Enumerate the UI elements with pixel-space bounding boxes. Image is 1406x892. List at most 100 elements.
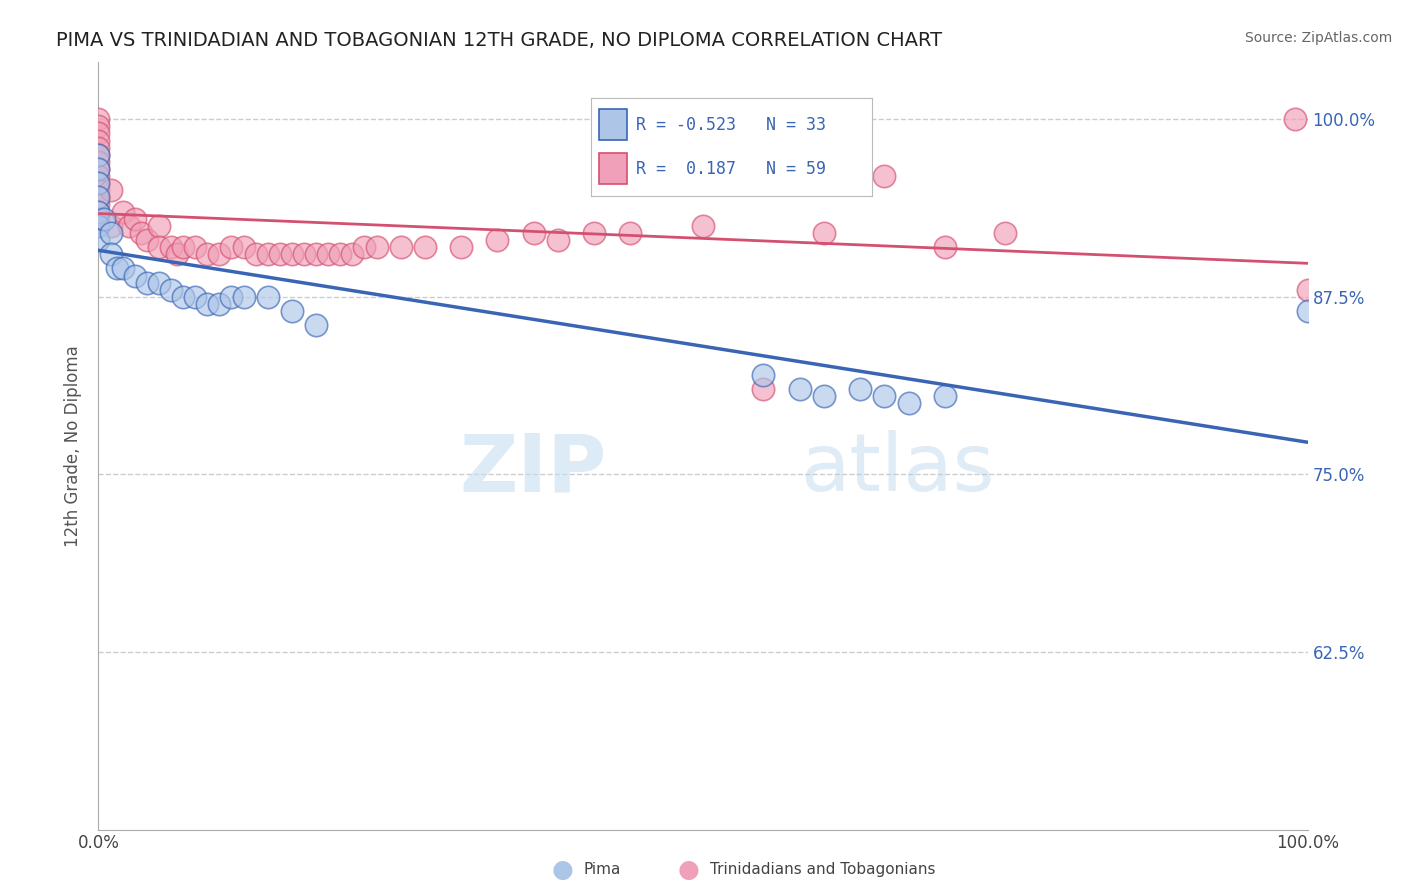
Point — [329, 247, 352, 261]
Point — [281, 304, 304, 318]
Point — [195, 247, 218, 261]
Point — [87, 161, 110, 176]
Point — [316, 247, 339, 261]
Point — [619, 226, 641, 240]
Point — [813, 389, 835, 403]
Point — [100, 183, 122, 197]
Point — [87, 148, 110, 162]
Point — [897, 396, 920, 410]
Point — [87, 148, 110, 162]
Point — [148, 240, 170, 254]
Point — [87, 161, 110, 176]
Point — [118, 219, 141, 233]
Point — [389, 240, 412, 254]
Point — [583, 226, 606, 240]
Point — [1296, 304, 1319, 318]
Point — [87, 183, 110, 197]
Point — [873, 389, 896, 403]
Point — [87, 197, 110, 211]
Point — [1296, 283, 1319, 297]
Point — [195, 297, 218, 311]
Point — [486, 233, 509, 247]
Point — [135, 276, 157, 290]
Point — [87, 127, 110, 141]
Point — [281, 247, 304, 261]
Point — [752, 382, 775, 396]
Bar — [599, 153, 627, 185]
Point — [87, 176, 110, 190]
Point — [87, 112, 110, 127]
Point — [87, 190, 110, 204]
Point — [353, 240, 375, 254]
Point — [111, 261, 134, 276]
Point — [87, 219, 110, 233]
Point — [87, 204, 110, 219]
Point — [305, 247, 328, 261]
Point — [450, 240, 472, 254]
Point — [87, 211, 110, 226]
Point — [87, 233, 110, 247]
Point — [135, 233, 157, 247]
Point — [849, 382, 872, 396]
Point — [305, 318, 328, 333]
Point — [692, 219, 714, 233]
Point — [129, 226, 152, 240]
Point — [148, 276, 170, 290]
Text: R = -0.523   N = 33: R = -0.523 N = 33 — [636, 116, 825, 134]
Point — [184, 240, 207, 254]
Point — [413, 240, 436, 254]
Point — [148, 219, 170, 233]
Point — [813, 226, 835, 240]
Point — [87, 154, 110, 169]
Point — [245, 247, 267, 261]
Point — [124, 211, 146, 226]
Text: atlas: atlas — [800, 430, 994, 508]
Point — [292, 247, 315, 261]
Point — [221, 290, 243, 304]
Point — [100, 219, 122, 233]
Point — [160, 240, 183, 254]
Text: ZIP: ZIP — [458, 430, 606, 508]
Text: ●: ● — [678, 858, 700, 881]
Text: Trinidadians and Tobagonians: Trinidadians and Tobagonians — [710, 863, 935, 877]
Point — [752, 368, 775, 382]
Point — [100, 247, 122, 261]
Point — [208, 297, 231, 311]
Point — [87, 169, 110, 183]
Point — [111, 204, 134, 219]
Point — [232, 240, 254, 254]
Point — [100, 226, 122, 240]
Point — [366, 240, 388, 254]
Point — [160, 283, 183, 297]
Y-axis label: 12th Grade, No Diploma: 12th Grade, No Diploma — [65, 345, 83, 547]
Point — [934, 240, 956, 254]
Point — [172, 290, 194, 304]
Point — [124, 268, 146, 283]
Point — [93, 211, 115, 226]
Point — [105, 261, 128, 276]
Point — [873, 169, 896, 183]
Point — [342, 247, 364, 261]
Point — [269, 247, 291, 261]
Text: R =  0.187   N = 59: R = 0.187 N = 59 — [636, 160, 825, 178]
Point — [221, 240, 243, 254]
Point — [232, 290, 254, 304]
Point — [934, 389, 956, 403]
Point — [87, 120, 110, 134]
Point — [1284, 112, 1306, 127]
Point — [994, 226, 1017, 240]
Point — [87, 176, 110, 190]
Point — [184, 290, 207, 304]
Point — [256, 290, 278, 304]
Point — [256, 247, 278, 261]
Text: PIMA VS TRINIDADIAN AND TOBAGONIAN 12TH GRADE, NO DIPLOMA CORRELATION CHART: PIMA VS TRINIDADIAN AND TOBAGONIAN 12TH … — [56, 31, 942, 50]
Text: Source: ZipAtlas.com: Source: ZipAtlas.com — [1244, 31, 1392, 45]
Text: ●: ● — [551, 858, 574, 881]
Bar — [599, 109, 627, 140]
Point — [166, 247, 188, 261]
Point — [87, 134, 110, 148]
Point — [789, 382, 811, 396]
Point — [87, 190, 110, 204]
Point — [87, 204, 110, 219]
Point — [208, 247, 231, 261]
